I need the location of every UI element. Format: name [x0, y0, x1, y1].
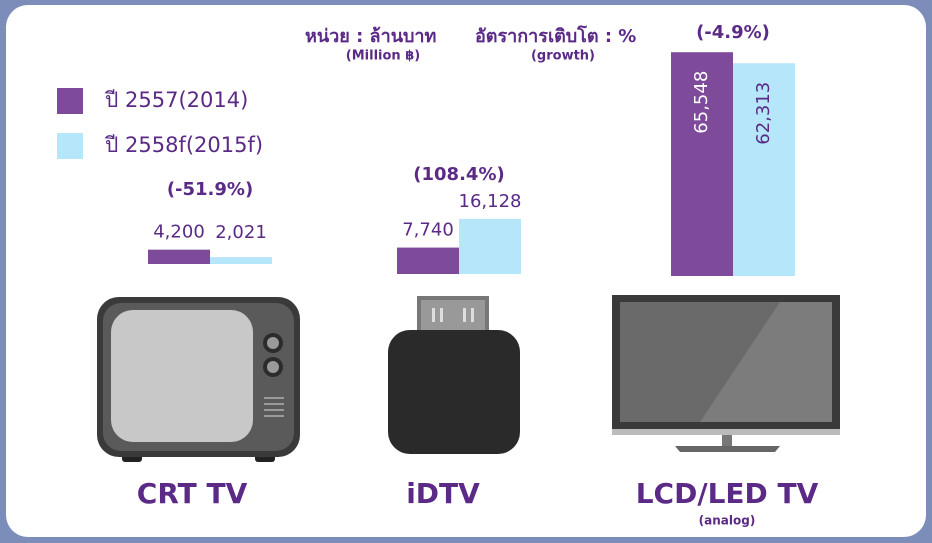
value-label: 16,128 — [459, 191, 522, 212]
legend-swatch — [57, 88, 83, 114]
value-label: 7,740 — [402, 220, 454, 241]
unit-label-en: (Million ฿) — [346, 49, 420, 64]
growth-label: (-51.9%) — [167, 179, 253, 200]
bar — [148, 250, 210, 264]
category-label: LCD/LED TV — [636, 477, 819, 510]
value-label: 4,200 — [153, 222, 205, 243]
category-label: iDTV — [406, 477, 480, 510]
value-label: 62,313 — [753, 82, 774, 145]
infographic: หน่วย : ล้านบาท (Million ฿) อัตราการเติบ… — [0, 0, 932, 543]
bar — [397, 248, 459, 274]
legend-label: ปี 2557(2014) — [104, 88, 248, 112]
growth-label: อัตราการเติบโต : % — [475, 25, 636, 47]
value-label: 2,021 — [215, 222, 267, 243]
growth-label-en: (growth) — [531, 49, 595, 64]
crt-tv-icon — [97, 297, 300, 462]
growth-label: (108.4%) — [413, 164, 504, 185]
bar — [459, 219, 521, 274]
value-label: 65,548 — [691, 71, 712, 134]
legend-swatch — [57, 133, 83, 159]
category-note: (analog) — [699, 514, 756, 528]
unit-label: หน่วย : ล้านบาท — [305, 26, 436, 47]
lcd-tv-icon — [612, 295, 840, 452]
bar — [210, 257, 272, 264]
growth-label: (-4.9%) — [696, 22, 770, 43]
legend-label: ปี 2558f(2015f) — [104, 133, 263, 157]
category-label: CRT TV — [137, 477, 248, 510]
